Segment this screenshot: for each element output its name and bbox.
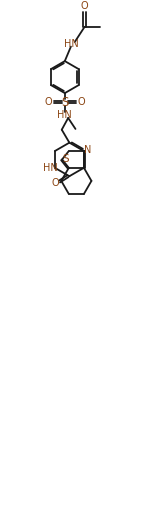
Text: O: O (77, 97, 85, 107)
Text: HN: HN (64, 39, 78, 49)
Text: O: O (52, 178, 59, 188)
Text: HN: HN (57, 110, 72, 120)
Text: O: O (45, 97, 52, 107)
Text: N: N (84, 144, 91, 154)
Text: S: S (63, 154, 69, 164)
Text: S: S (61, 96, 69, 109)
Text: O: O (81, 1, 88, 11)
Text: HN: HN (43, 163, 58, 173)
